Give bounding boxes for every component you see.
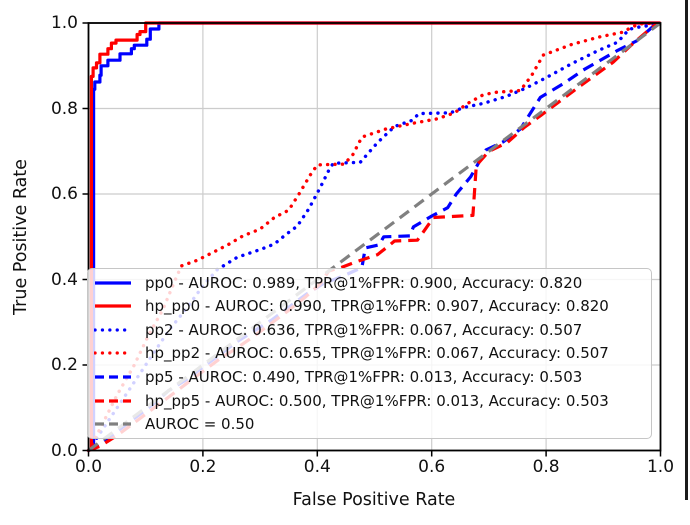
legend-label-hp_pp0: hp_pp0 - AUROC: 0.990, TPR@1%FPR: 0.907,…: [145, 297, 609, 316]
x-tick-label: 0.4: [303, 457, 331, 477]
legend-label-hp_pp5: hp_pp5 - AUROC: 0.500, TPR@1%FPR: 0.013,…: [145, 391, 609, 410]
window-right-border: [685, 0, 688, 500]
x-tick-label: 0.2: [189, 457, 217, 477]
legend-label-chance: AUROC = 0.50: [145, 415, 255, 434]
legend-label-pp0: pp0 - AUROC: 0.989, TPR@1%FPR: 0.900, Ac…: [145, 273, 583, 292]
y-axis-title: True Positive Rate: [11, 159, 31, 315]
legend-line-sample-pp2: [94, 328, 132, 332]
x-axis-title: False Positive Rate: [292, 490, 456, 510]
y-tick-label: 0.8: [50, 98, 78, 119]
legend-line-sample-hp_pp2: [94, 351, 132, 356]
axes-border: [87, 22, 662, 452]
legend-row-hp_pp2: hp_pp2 - AUROC: 0.655, TPR@1%FPR: 0.067,…: [94, 342, 645, 364]
x-tick-label: 1.0: [646, 457, 675, 477]
legend-line-sample-hp_pp0: [95, 304, 131, 308]
y-tick-label: 0.2: [50, 355, 78, 375]
roc-curve-hp_pp0: [89, 21, 661, 451]
legend-line-sample-chance: [95, 422, 131, 426]
legend-label-pp5: pp5 - AUROC: 0.490, TPR@1%FPR: 0.013, Ac…: [145, 368, 583, 387]
x-tick-label: 0.8: [532, 457, 560, 477]
legend-line-sample-pp0: [95, 281, 131, 285]
legend-label-pp2: pp2 - AUROC: 0.636, TPR@1%FPR: 0.067, Ac…: [145, 320, 583, 339]
legend-label-hp_pp2: hp_pp2 - AUROC: 0.655, TPR@1%FPR: 0.067,…: [145, 344, 609, 363]
legend-row-pp0: pp0 - AUROC: 0.989, TPR@1%FPR: 0.900, Ac…: [94, 272, 645, 294]
roc-curve-pp2: [86, 21, 663, 453]
legend-row-hp_pp5: hp_pp5 - AUROC: 0.500, TPR@1%FPR: 0.013,…: [94, 390, 645, 412]
y-tick-label: 0.0: [50, 440, 78, 461]
legend-line-sample-hp_pp5: [95, 398, 131, 403]
y-tick-label: 1.0: [50, 13, 78, 33]
legend-row-chance: AUROC = 0.50: [94, 413, 645, 435]
legend-row-pp5: pp5 - AUROC: 0.490, TPR@1%FPR: 0.013, Ac…: [94, 366, 645, 388]
y-tick-label: 0.4: [50, 269, 78, 290]
x-tick-label: 0.0: [74, 457, 103, 477]
roc-curve-pp0: [91, 21, 661, 451]
legend: pp0 - AUROC: 0.989, TPR@1%FPR: 0.900, Ac…: [87, 268, 652, 439]
legend-row-hp_pp0: hp_pp0 - AUROC: 0.990, TPR@1%FPR: 0.907,…: [94, 295, 645, 317]
legend-row-pp2: pp2 - AUROC: 0.636, TPR@1%FPR: 0.067, Ac…: [94, 319, 645, 341]
y-tick-label: 0.6: [50, 184, 78, 204]
x-tick-label: 0.6: [418, 457, 446, 477]
legend-line-sample-pp5: [95, 375, 131, 379]
